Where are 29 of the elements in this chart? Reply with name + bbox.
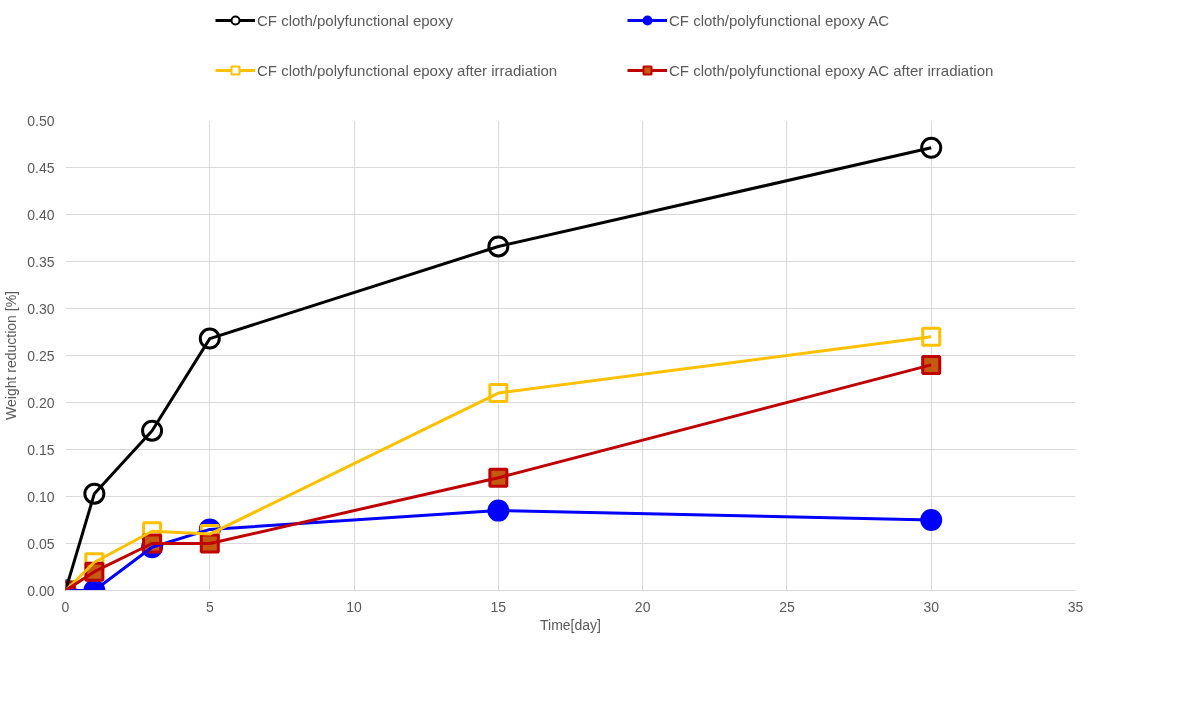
x-axis-title: Time[day] (540, 616, 601, 633)
x-tick-label: 25 (779, 598, 795, 615)
y-tick-label: 0.25 (27, 347, 55, 364)
y-tick-label: 0.20 (27, 394, 55, 411)
y-tick-label: 0.50 (27, 112, 55, 129)
x-tick-label: 0 (61, 598, 70, 615)
y-tick-label: 0.10 (27, 488, 55, 505)
y-tick-label: 0.35 (27, 253, 55, 270)
legend-label: CF cloth/polyfunctional epoxy AC after irradiation (669, 61, 995, 79)
y-tick-label: 0.45 (27, 159, 55, 176)
y-tick-label: 0.15 (27, 441, 55, 458)
legend-label: CF cloth/polyfunctional epoxy AC (669, 11, 891, 29)
legend-label: CF cloth/polyfunctional epoxy after irradiation (257, 61, 559, 79)
x-tick-label: 20 (634, 598, 651, 615)
x-tick-label: 30 (923, 598, 940, 615)
x-tick-label: 35 (1067, 598, 1084, 615)
x-tick-label: 5 (205, 598, 214, 615)
y-tick-label: 0.05 (27, 535, 55, 552)
point (920, 509, 943, 531)
y-tick-label: 0.40 (27, 206, 55, 223)
point (921, 326, 942, 347)
x-tick-label: 15 (490, 598, 507, 615)
y-axis-title: Weight reduction [%] (3, 291, 20, 420)
point (920, 136, 943, 159)
legend-label: CF cloth/polyfunctional epoxy (257, 11, 454, 29)
y-tick-label: 0.00 (27, 582, 55, 599)
y-tick-label: 0.30 (27, 300, 55, 317)
point (921, 354, 942, 375)
x-tick-label: 10 (346, 598, 363, 615)
